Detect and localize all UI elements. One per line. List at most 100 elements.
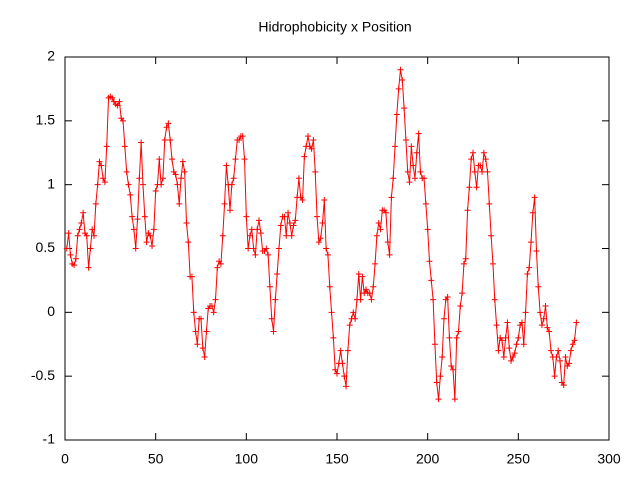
point-marker [199, 345, 206, 352]
point-marker [143, 239, 150, 246]
point-marker [239, 133, 246, 140]
point-marker [513, 341, 520, 348]
point-marker [127, 191, 134, 198]
point-marker [382, 209, 389, 216]
point-marker [495, 347, 502, 354]
point-marker [326, 283, 333, 290]
point-marker [455, 328, 462, 335]
point-marker [506, 345, 513, 352]
y-tick-label: -0.5 [31, 367, 55, 383]
point-marker [375, 219, 382, 226]
point-marker [288, 232, 295, 239]
point-marker [538, 322, 545, 329]
point-marker [462, 255, 469, 262]
point-marker [248, 226, 255, 233]
point-marker [546, 328, 553, 335]
data-line [66, 69, 577, 400]
x-tick-label: 50 [148, 451, 164, 467]
point-marker [544, 324, 551, 331]
point-marker [194, 341, 201, 348]
point-marker [121, 143, 128, 150]
point-marker [98, 162, 105, 169]
point-marker [275, 245, 282, 252]
point-marker [431, 341, 438, 348]
point-marker [232, 156, 239, 163]
point-marker [188, 273, 195, 280]
point-marker [190, 309, 197, 316]
point-marker [92, 200, 99, 207]
point-marker [268, 315, 275, 322]
point-marker [149, 242, 156, 249]
point-marker [542, 302, 549, 309]
point-marker [265, 251, 272, 258]
point-marker [217, 260, 224, 267]
point-marker [91, 232, 98, 239]
point-marker [464, 207, 471, 214]
point-marker [366, 290, 373, 297]
point-marker [440, 315, 447, 322]
point-marker [183, 219, 190, 226]
y-tick-label: 1.5 [36, 112, 56, 128]
point-marker [230, 175, 237, 182]
point-marker [444, 294, 451, 301]
point-marker [477, 162, 484, 169]
point-marker [165, 120, 172, 127]
point-marker [341, 373, 348, 380]
point-marker [488, 232, 495, 239]
point-marker [174, 181, 181, 188]
point-marker [321, 196, 328, 203]
point-marker [437, 373, 444, 380]
chart-title: Hidrophobicity x Position [258, 19, 411, 35]
point-marker [185, 239, 192, 246]
point-marker [203, 328, 210, 335]
point-marker [526, 264, 533, 271]
point-marker [504, 319, 511, 326]
point-marker [393, 111, 400, 118]
point-marker [198, 315, 204, 322]
point-marker [116, 98, 123, 105]
point-marker [499, 337, 506, 344]
point-marker [529, 209, 536, 216]
point-marker [254, 226, 261, 233]
point-marker [78, 219, 85, 226]
point-marker [337, 347, 344, 354]
point-marker [252, 251, 259, 258]
point-marker [535, 283, 542, 290]
point-marker [395, 85, 402, 92]
point-marker [373, 232, 380, 239]
y-tick-label: 2 [47, 48, 55, 64]
point-marker [486, 200, 493, 207]
point-marker [350, 309, 357, 316]
point-marker [571, 337, 578, 344]
point-marker [547, 347, 554, 354]
point-marker [511, 350, 518, 357]
point-marker [515, 334, 522, 341]
point-marker [489, 260, 496, 267]
point-marker [424, 226, 431, 233]
point-marker [439, 354, 446, 361]
point-marker [210, 309, 217, 316]
point-marker [411, 175, 418, 182]
point-marker [433, 379, 440, 386]
point-marker [212, 296, 219, 303]
point-marker [266, 283, 273, 290]
point-marker [114, 102, 121, 109]
point-marker [406, 179, 413, 186]
point-marker [129, 213, 136, 220]
point-marker [451, 396, 458, 403]
point-marker [219, 232, 226, 239]
point-marker [560, 382, 567, 389]
point-marker [410, 162, 417, 169]
point-marker [136, 175, 143, 182]
point-marker [285, 209, 292, 216]
point-marker [377, 226, 384, 233]
point-marker [245, 245, 252, 252]
point-marker [343, 383, 350, 390]
point-marker [386, 251, 393, 258]
point-marker [312, 168, 319, 175]
point-marker [426, 258, 433, 265]
point-marker [63, 245, 70, 252]
x-tick-label: 300 [597, 451, 621, 467]
point-marker [76, 226, 83, 233]
